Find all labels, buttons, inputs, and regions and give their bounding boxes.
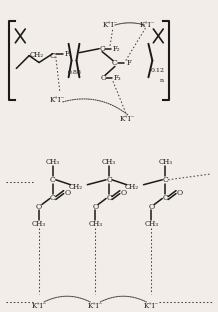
Text: C: C [99,45,105,53]
Text: n: n [160,78,164,83]
Text: O: O [36,203,42,212]
Text: C: C [112,60,118,67]
Text: C: C [106,176,112,184]
Text: CH₃: CH₃ [46,158,60,166]
Text: O: O [65,189,71,197]
Text: K⁺I⁻: K⁺I⁻ [144,302,159,310]
Text: CH₂: CH₂ [30,51,44,59]
Text: C: C [100,74,106,82]
Text: CH₃: CH₃ [102,158,116,166]
Text: F₃: F₃ [114,74,122,82]
Text: F₂: F₂ [65,50,72,58]
Text: 0.88: 0.88 [68,70,82,75]
Text: CH₃: CH₃ [144,220,158,228]
Text: CH₃: CH₃ [158,158,172,166]
Text: F₂: F₂ [113,45,121,53]
Text: C: C [162,193,168,202]
Text: C: C [50,193,56,202]
Text: O: O [92,203,98,212]
Text: C: C [106,193,112,202]
Text: K⁺I⁻: K⁺I⁻ [102,21,118,29]
Text: 0.12: 0.12 [150,68,164,73]
Text: CH₃: CH₃ [88,220,102,228]
Text: CH₂: CH₂ [68,183,82,191]
Text: CH₃: CH₃ [32,220,46,228]
Text: K⁺I⁻: K⁺I⁻ [87,302,103,310]
Text: K⁺I⁻: K⁺I⁻ [50,96,65,104]
Text: CH₂: CH₂ [125,183,139,191]
Text: K⁺I⁻: K⁺I⁻ [31,302,47,310]
Text: O: O [148,203,154,212]
Text: F: F [126,60,131,67]
Text: C: C [162,176,168,184]
Text: K⁺I⁻: K⁺I⁻ [140,21,155,29]
Text: O: O [121,189,127,197]
Text: C: C [50,176,56,184]
Text: K⁺I⁻: K⁺I⁻ [120,115,135,123]
Text: O: O [177,189,183,197]
Text: C: C [50,51,56,60]
